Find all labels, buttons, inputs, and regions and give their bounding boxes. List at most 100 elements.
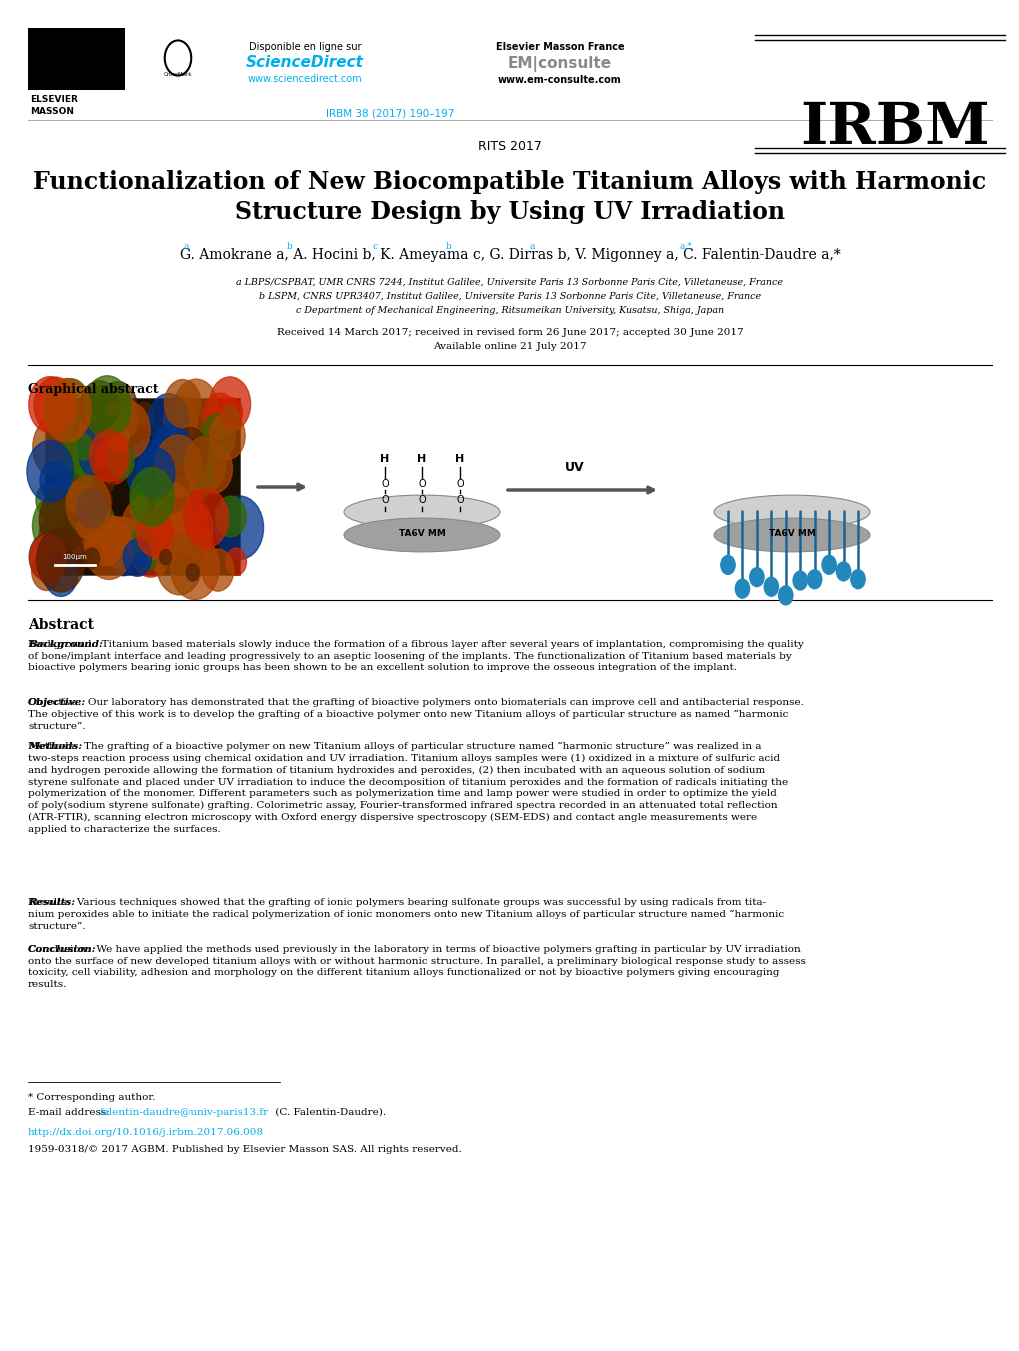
Circle shape — [194, 515, 209, 535]
Circle shape — [164, 463, 191, 499]
Circle shape — [126, 439, 174, 503]
Circle shape — [33, 416, 79, 478]
Circle shape — [196, 444, 232, 493]
Circle shape — [155, 435, 202, 497]
Circle shape — [793, 571, 807, 590]
Circle shape — [115, 404, 137, 432]
Text: www.em-consulte.com: www.em-consulte.com — [497, 76, 622, 85]
Circle shape — [225, 549, 247, 576]
Circle shape — [763, 577, 777, 596]
Circle shape — [821, 555, 836, 574]
Circle shape — [42, 501, 66, 534]
Ellipse shape — [713, 494, 869, 528]
Circle shape — [219, 397, 243, 428]
Text: Methods:  The grafting of a bioactive polymer on new Titanium alloys of particul: Methods: The grafting of a bioactive pol… — [28, 742, 788, 834]
Circle shape — [90, 521, 105, 542]
Text: Conclusion:: Conclusion: — [28, 944, 97, 954]
Circle shape — [720, 555, 735, 574]
Circle shape — [167, 466, 179, 482]
Circle shape — [171, 496, 203, 538]
Circle shape — [184, 436, 225, 492]
Circle shape — [186, 563, 199, 581]
Circle shape — [186, 509, 213, 544]
Circle shape — [44, 551, 77, 596]
Circle shape — [202, 549, 233, 592]
Circle shape — [105, 516, 125, 543]
Text: b LSPM, CNRS UPR3407, Institut Galilee, Universite Paris 13 Sorbonne Paris Cite,: b LSPM, CNRS UPR3407, Institut Galilee, … — [259, 292, 760, 301]
Circle shape — [66, 482, 91, 515]
Circle shape — [155, 482, 191, 531]
Circle shape — [749, 567, 763, 586]
Circle shape — [151, 424, 192, 478]
Text: Results:: Results: — [28, 898, 75, 907]
Circle shape — [70, 399, 98, 435]
Text: falentin-daudre@univ-paris13.fr: falentin-daudre@univ-paris13.fr — [100, 1108, 269, 1117]
Circle shape — [735, 580, 749, 598]
Text: H: H — [417, 454, 426, 463]
Text: ELSEVIER: ELSEVIER — [30, 95, 77, 104]
Circle shape — [107, 401, 150, 459]
Circle shape — [137, 509, 172, 557]
Text: ScienceDirect: ScienceDirect — [246, 55, 364, 70]
Circle shape — [215, 496, 246, 536]
Text: G. Amokrane a, A. Hocini b, K. Ameyama c, G. Dirras b, V. Migonney a, C. Falenti: G. Amokrane a, A. Hocini b, K. Ameyama c… — [179, 249, 840, 262]
Text: b: b — [286, 242, 292, 251]
Text: a LBPS/CSPBAT, UMR CNRS 7244, Institut Galilee, Universite Paris 13 Sorbonne Par: a LBPS/CSPBAT, UMR CNRS 7244, Institut G… — [236, 278, 783, 286]
Circle shape — [32, 551, 61, 590]
Circle shape — [26, 440, 73, 503]
Circle shape — [850, 570, 864, 589]
Ellipse shape — [713, 519, 869, 553]
Circle shape — [136, 489, 153, 512]
Text: O: O — [381, 494, 388, 505]
Circle shape — [155, 563, 165, 576]
Text: 1959-0318/© 2017 AGBM. Published by Elsevier Masson SAS. All rights reserved.: 1959-0318/© 2017 AGBM. Published by Else… — [28, 1146, 462, 1154]
Circle shape — [183, 520, 213, 559]
Text: UV: UV — [565, 462, 584, 474]
Ellipse shape — [343, 494, 499, 528]
Circle shape — [170, 535, 219, 600]
Circle shape — [153, 509, 185, 553]
Text: Functionalization of New Biocompatible Titanium Alloys with Harmonic: Functionalization of New Biocompatible T… — [34, 170, 985, 195]
Circle shape — [174, 466, 186, 482]
Circle shape — [777, 586, 792, 605]
Circle shape — [173, 380, 218, 438]
Circle shape — [76, 488, 106, 528]
Circle shape — [137, 449, 174, 499]
Circle shape — [130, 523, 171, 577]
Circle shape — [94, 466, 115, 494]
FancyBboxPatch shape — [28, 28, 125, 91]
Text: Background:: Background: — [28, 640, 103, 648]
Circle shape — [220, 405, 239, 431]
Circle shape — [85, 516, 132, 580]
Circle shape — [94, 488, 112, 513]
Circle shape — [210, 412, 245, 459]
Circle shape — [162, 473, 174, 488]
Text: O: O — [381, 480, 388, 489]
Circle shape — [160, 550, 171, 565]
Circle shape — [123, 539, 152, 577]
Circle shape — [215, 496, 263, 559]
Circle shape — [99, 381, 137, 432]
Circle shape — [156, 476, 203, 538]
Circle shape — [90, 430, 128, 482]
Text: Background:  Titanium based materials slowly induce the formation of a fibrous l: Background: Titanium based materials slo… — [28, 640, 803, 673]
Text: TA6V MM: TA6V MM — [767, 530, 814, 538]
Circle shape — [139, 467, 154, 489]
Text: Abstract: Abstract — [28, 617, 94, 632]
Text: a: a — [183, 242, 190, 251]
Text: MASSON: MASSON — [30, 107, 74, 116]
Circle shape — [29, 377, 71, 432]
Circle shape — [130, 476, 178, 539]
Circle shape — [163, 397, 197, 442]
Circle shape — [56, 461, 93, 509]
Circle shape — [37, 528, 85, 592]
Text: O: O — [418, 480, 425, 489]
Text: E-mail address:: E-mail address: — [28, 1108, 113, 1117]
Text: 100μm: 100μm — [62, 554, 88, 561]
Circle shape — [129, 528, 153, 559]
Circle shape — [66, 476, 111, 534]
Text: (C. Falentin-Daudre).: (C. Falentin-Daudre). — [272, 1108, 386, 1117]
Circle shape — [146, 458, 189, 515]
Circle shape — [105, 394, 139, 439]
Circle shape — [84, 376, 130, 438]
